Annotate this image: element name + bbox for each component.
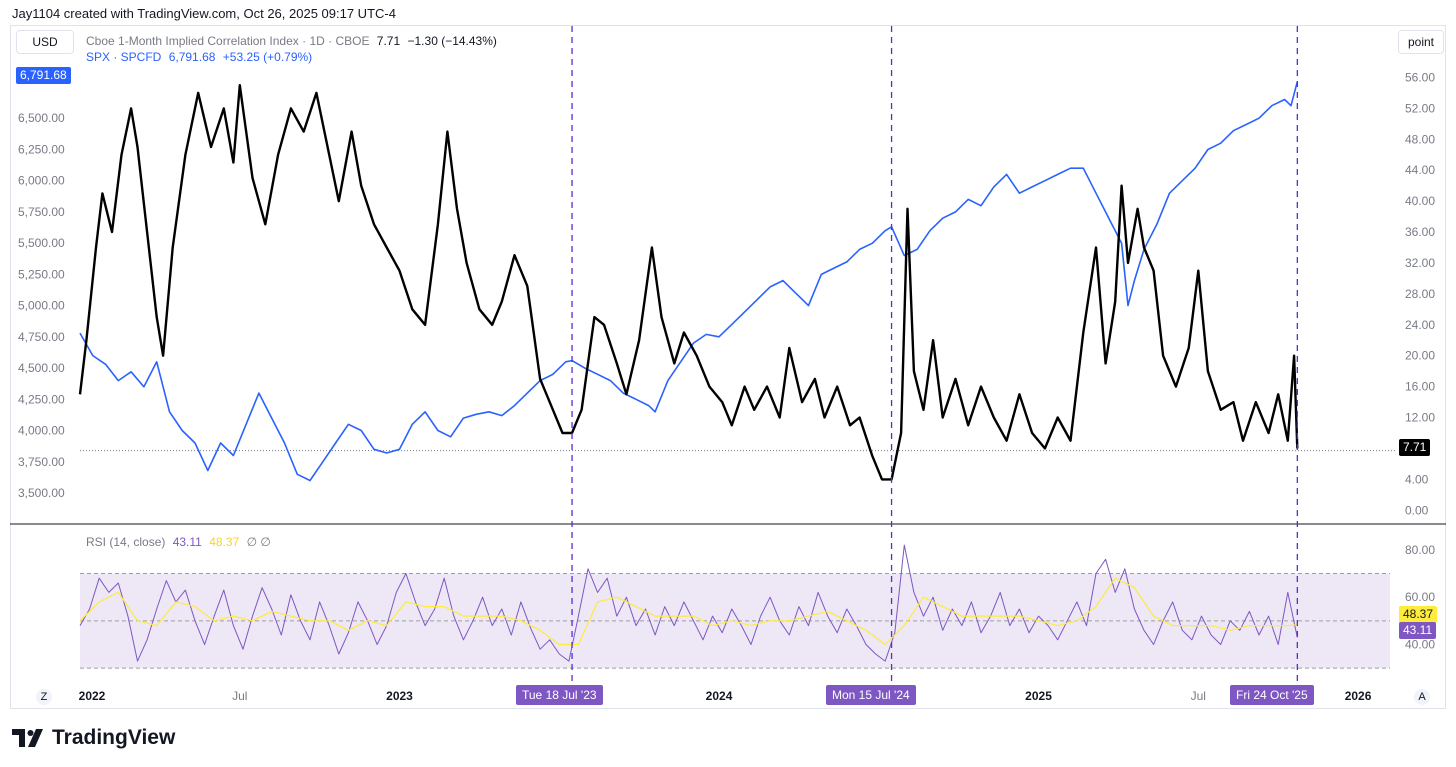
left-axis-tick-label: 4,250.00 (18, 392, 65, 406)
right-axis-tick-label: 48.00 (1405, 132, 1435, 146)
main-series-change: −1.30 (−14.43%) (407, 34, 497, 48)
right-axis-tick-label: 4.00 (1405, 472, 1429, 486)
left-axis-tick-label: 4,000.00 (18, 424, 65, 438)
left-axis-tick-label: 4,750.00 (18, 330, 65, 344)
left-axis-tick-label: 3,500.00 (18, 486, 65, 500)
right-axis-tick-label: 16.00 (1405, 380, 1435, 394)
rsi-axis-tick-label: 60.00 (1405, 590, 1435, 604)
footer-brand-text: TradingView (52, 726, 176, 749)
chart-header: Jay1104 created with TradingView.com, Oc… (12, 6, 396, 21)
rsi-line (79, 544, 1298, 662)
time-axis-tick-label: 2025 (1025, 689, 1052, 703)
rsi-ma-price-tag: 48.37 (1399, 606, 1438, 623)
left-axis-tick-label: 5,750.00 (18, 205, 65, 219)
auto-scale-button[interactable]: A (1414, 689, 1430, 705)
rsi-name: RSI (14, close) (86, 535, 166, 549)
right-axis-tick-label: 28.00 (1405, 287, 1435, 301)
rsi-band (80, 573, 1390, 669)
rsi-axis-tick-label: 40.00 (1405, 638, 1435, 652)
right-axis-tick-label: 20.00 (1405, 349, 1435, 363)
zoom-toggle-button[interactable]: Z (36, 689, 52, 705)
spx-series-last: 6,791.68 (168, 50, 216, 64)
left-axis-tick-label: 6,500.00 (18, 111, 65, 125)
date-marker-label: Fri 24 Oct '25 (1230, 685, 1314, 705)
time-axis-tick-label: 2026 (1345, 689, 1372, 703)
time-axis-tick-label: Jul (1191, 689, 1206, 703)
rsi-price-tag: 43.11 (1399, 622, 1437, 639)
left-axis-tick-label: 5,000.00 (18, 299, 65, 313)
main-price-tag: 7.71 (1399, 439, 1431, 456)
right-axis-tick-label: 52.00 (1405, 101, 1435, 115)
time-axis-tick-label: 2023 (386, 689, 413, 703)
right-axis-tick-label: 56.00 (1405, 70, 1435, 84)
time-axis-tick-label: Jul (232, 689, 247, 703)
right-axis-tick-label: 32.00 (1405, 256, 1435, 270)
spx-series-change: +53.25 (+0.79%) (222, 50, 313, 64)
spx-series-legend[interactable]: SPX · SPCFD 6,791.68 +53.25 (+0.79%) (86, 50, 312, 64)
date-marker-label: Tue 18 Jul '23 (516, 685, 603, 705)
time-axis-tick-label: 2022 (79, 689, 106, 703)
right-axis-tick-label: 12.00 (1405, 411, 1435, 425)
chart-frame (10, 25, 1446, 709)
rsi-axis-tick-label: 80.00 (1405, 543, 1435, 557)
rsi-ma-value: 48.37 (209, 535, 240, 549)
spx-line (79, 81, 1299, 482)
rsi-legend[interactable]: RSI (14, close) 43.11 48.37 ∅ ∅ (86, 535, 271, 549)
footer-brand: TradingView (12, 726, 175, 750)
right-axis-tick-label: 44.00 (1405, 163, 1435, 177)
right-axis-tick-label: 24.00 (1405, 318, 1435, 332)
left-axis-tick-label: 3,750.00 (18, 455, 65, 469)
right-axis-tick-label: 36.00 (1405, 225, 1435, 239)
right-axis-tick-label: 40.00 (1405, 194, 1435, 208)
right-axis: 0.004.008.0012.0016.0020.0024.0028.0032.… (1405, 70, 1435, 651)
time-axis-tick-label: 2024 (706, 689, 733, 703)
left-axis-tick-label: 4,500.00 (18, 361, 65, 375)
right-axis-tick-label: 0.00 (1405, 503, 1429, 517)
series-lines (78, 81, 1299, 662)
rsi-extra: ∅ ∅ (246, 535, 271, 549)
rsi-value: 43.11 (172, 535, 202, 549)
grid (10, 450, 1446, 525)
cboe-1-month-implied-correlation-index-line (78, 84, 1299, 481)
main-series-last: 7.71 (376, 34, 401, 48)
left-axis-tick-label: 6,000.00 (18, 174, 65, 188)
main-series-name: Cboe 1-Month Implied Correlation Index ·… (86, 34, 370, 48)
left-axis: 3,500.00 3,750.00 4,000.00 4,250.00 4,500.00… (18, 111, 65, 500)
spx-series-name: SPX · SPCFD (86, 50, 162, 64)
time-axis: 2022 Jul 2023 2024 2025 Jul 2026 (79, 689, 1372, 703)
date-marker-label: Mon 15 Jul '24 (826, 685, 916, 705)
scale-unit-button[interactable]: point (1398, 30, 1444, 54)
left-axis-tick-label: 5,500.00 (18, 236, 65, 250)
main-series-legend[interactable]: Cboe 1-Month Implied Correlation Index ·… (86, 34, 497, 48)
left-axis-tick-label: 6,250.00 (18, 142, 65, 156)
left-axis-tick-label: 5,250.00 (18, 267, 65, 281)
currency-button[interactable]: USD (16, 30, 74, 54)
tradingview-logo-icon (12, 729, 43, 747)
rsi-ma-line (79, 577, 1298, 646)
spx-price-tag: 6,791.68 (16, 67, 71, 84)
